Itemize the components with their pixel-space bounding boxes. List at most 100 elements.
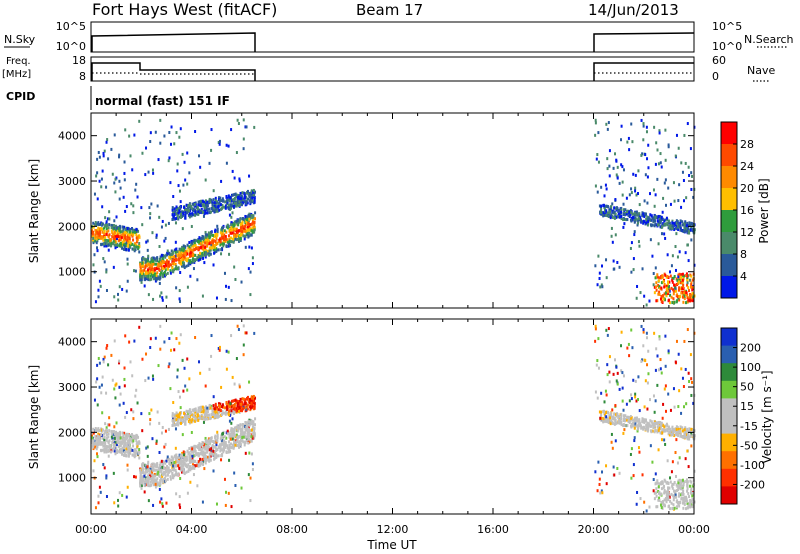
echo-cell xyxy=(233,233,236,237)
echo-cell xyxy=(691,288,694,292)
echo-cell xyxy=(122,247,125,251)
ytick-label: 2000 xyxy=(58,220,86,233)
echo-cell xyxy=(686,480,689,484)
echo-cell xyxy=(671,425,674,429)
echo-cell xyxy=(622,213,625,217)
echo-cell xyxy=(214,196,217,200)
echo-cell xyxy=(637,216,640,220)
echo-cell xyxy=(236,436,239,440)
echo-cell xyxy=(183,411,186,415)
echo-cell xyxy=(669,274,672,278)
echo-cell xyxy=(161,257,164,261)
echo-cell xyxy=(239,226,242,230)
echo-cell xyxy=(184,416,187,420)
echo-cell xyxy=(686,221,689,225)
echo-cell xyxy=(176,415,179,419)
echo-cell xyxy=(162,478,165,482)
echo-cell xyxy=(239,397,242,401)
echo-cell xyxy=(138,242,141,246)
echo-cell xyxy=(213,234,216,238)
echo-cell xyxy=(204,456,207,460)
echo-cell xyxy=(199,242,202,246)
echo-cell xyxy=(205,235,208,239)
echo-cell xyxy=(686,122,689,126)
echo-cell xyxy=(627,342,630,346)
echo-cell xyxy=(140,486,143,490)
echo-cell xyxy=(630,241,633,245)
echo-cell xyxy=(228,445,231,449)
echo-cell xyxy=(118,153,121,157)
echo-cell xyxy=(187,468,190,472)
echo-cell xyxy=(215,237,218,241)
echo-cell xyxy=(596,190,599,194)
echo-cell xyxy=(100,227,103,231)
echo-cell xyxy=(141,271,144,275)
echo-cell xyxy=(190,411,193,415)
echo-cell xyxy=(634,213,637,217)
echo-cell xyxy=(605,328,608,332)
colorbar-segment xyxy=(721,122,737,145)
echo-cell xyxy=(190,214,193,218)
echo-cell xyxy=(618,414,621,418)
echo-cell xyxy=(169,475,172,479)
echo-cell xyxy=(237,194,240,198)
echo-cell xyxy=(130,408,133,412)
echo-cell xyxy=(156,472,159,476)
echo-cell xyxy=(178,205,181,209)
echo-cell xyxy=(677,275,680,279)
echo-cell xyxy=(146,239,149,243)
echo-cell xyxy=(236,193,239,197)
echo-cell xyxy=(113,425,116,429)
echo-cell xyxy=(153,479,156,483)
echo-cell xyxy=(241,227,244,231)
echo-cell xyxy=(691,505,694,509)
echo-cell xyxy=(252,399,255,403)
echo-cell xyxy=(187,262,190,266)
echo-cell xyxy=(614,439,617,443)
echo-cell xyxy=(151,275,154,279)
echo-cell xyxy=(657,368,660,372)
echo-cell xyxy=(250,403,253,407)
echo-cell xyxy=(135,240,138,244)
echo-cell xyxy=(135,236,138,240)
echo-cell xyxy=(173,348,176,352)
echo-cell xyxy=(611,240,614,244)
echo-cell xyxy=(176,254,179,258)
echo-cell xyxy=(225,367,228,371)
freq-label: Freq. xyxy=(6,56,31,67)
echo-cell xyxy=(210,404,213,408)
echo-cell xyxy=(107,445,110,449)
echo-cell xyxy=(247,219,250,223)
echo-cell xyxy=(687,227,690,231)
echo-cell xyxy=(211,205,214,209)
echo-cell xyxy=(210,128,213,132)
echo-cell xyxy=(642,212,645,216)
echo-cell xyxy=(676,484,679,488)
echo-cell xyxy=(649,419,652,423)
echo-cell xyxy=(211,439,214,443)
echo-cell xyxy=(689,147,692,151)
echo-cell xyxy=(151,271,154,275)
echo-cell xyxy=(205,455,208,459)
echo-cell xyxy=(671,278,674,282)
echo-cell xyxy=(679,427,682,431)
echo-cell xyxy=(224,503,227,507)
echo-cell xyxy=(596,396,599,400)
nave-tick-bottom: 0 xyxy=(712,70,719,83)
echo-cell xyxy=(178,395,181,399)
echo-cell xyxy=(96,403,99,407)
echo-cell xyxy=(646,429,649,433)
echo-cell xyxy=(684,435,687,439)
echo-cell xyxy=(200,245,203,249)
echo-cell xyxy=(692,295,695,299)
echo-cell xyxy=(208,367,211,371)
echo-cell xyxy=(617,215,620,219)
echo-cell xyxy=(627,214,630,218)
echo-cell xyxy=(686,489,689,493)
echo-cell xyxy=(149,216,152,220)
echo-cell xyxy=(655,494,658,498)
echo-cell xyxy=(661,217,664,221)
echo-cell xyxy=(629,452,632,456)
echo-cell xyxy=(251,405,254,409)
echo-cell xyxy=(596,283,599,287)
